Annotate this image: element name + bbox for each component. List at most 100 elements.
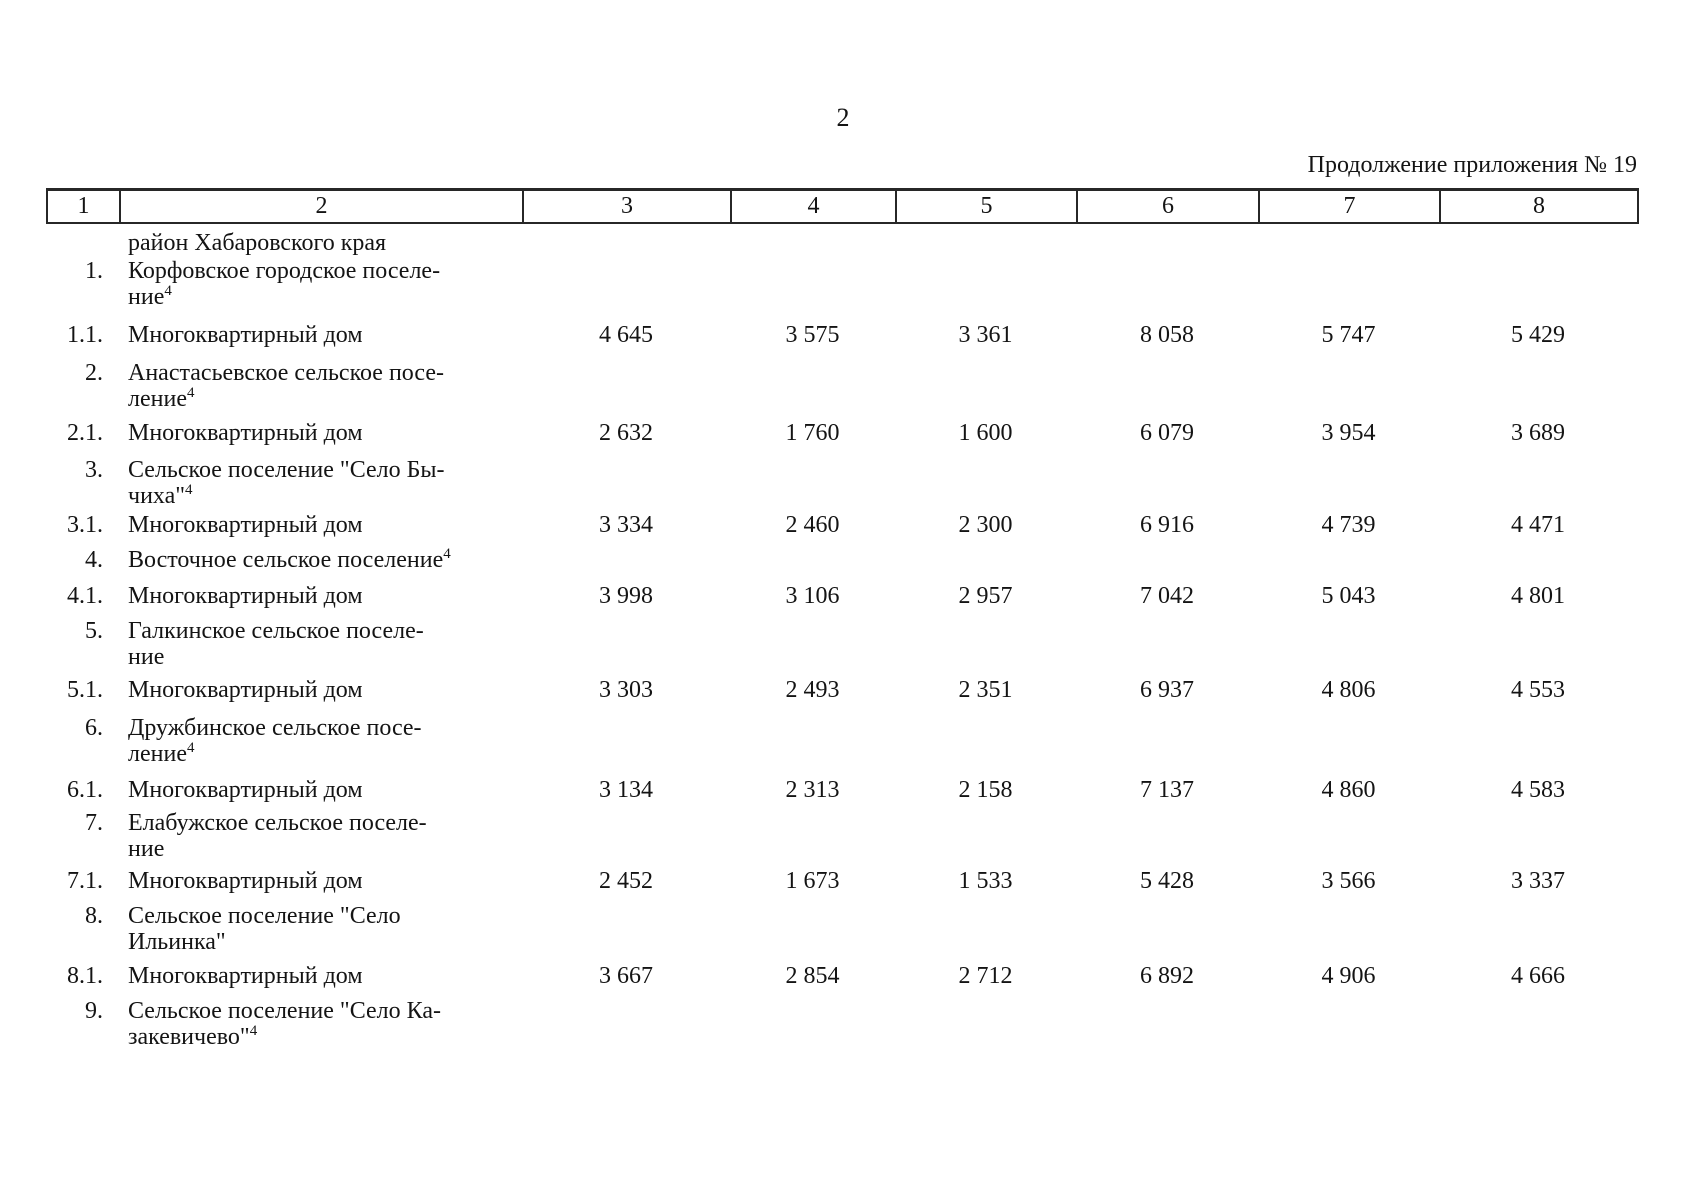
table-row-section-5: 5. Галкинское сельское поселе- ние xyxy=(48,618,1637,670)
row-number: 7.1. xyxy=(67,868,103,894)
row-number: 1. xyxy=(85,258,103,284)
cell-value: 3 566 xyxy=(1321,868,1376,894)
row-name: Галкинское сельское поселе- ние xyxy=(119,618,522,670)
table-row-data-1-1: 1.1. Многоквартирный дом 4 645 3 575 3 3… xyxy=(48,322,1637,348)
table-row-section-1: 1. Корфовское городское поселе- ние4 xyxy=(48,258,1637,310)
cell-value: 4 471 xyxy=(1511,512,1565,538)
column-number-7: 7 xyxy=(1258,191,1439,222)
row-number: 3.1. xyxy=(67,512,103,538)
row-number: 4. xyxy=(85,547,103,573)
cell-value: 4 553 xyxy=(1511,677,1565,703)
column-number-6: 6 xyxy=(1076,191,1258,222)
column-number-3: 3 xyxy=(522,191,730,222)
name-line-1: Многоквартирный дом xyxy=(128,777,363,803)
cell-value: 6 937 xyxy=(1140,677,1194,703)
row-name: Многоквартирный дом xyxy=(119,583,522,609)
row-number: 1.1. xyxy=(67,322,103,348)
footnote-marker: 4 xyxy=(186,385,195,401)
cell-value: 4 666 xyxy=(1511,963,1565,989)
column-number-4: 4 xyxy=(730,191,895,222)
cell-value: 2 351 xyxy=(958,677,1013,703)
name-line-1: Сельское поселение "Село Ка- xyxy=(128,998,441,1024)
cell-value: 3 998 xyxy=(599,583,653,609)
table-row-data-3-1: 3.1. Многоквартирный дом 3 334 2 460 2 3… xyxy=(48,512,1637,538)
footnote-marker: 4 xyxy=(185,482,193,498)
row-number: 8. xyxy=(85,903,103,929)
name-line-1: Восточное сельское поселение xyxy=(128,547,444,573)
cell-value: 2 313 xyxy=(785,777,840,803)
cell-value: 2 158 xyxy=(958,777,1013,803)
column-number-2: 2 xyxy=(119,191,522,222)
cell-value: 3 334 xyxy=(599,512,653,538)
cell-value: 3 337 xyxy=(1511,868,1565,894)
name-line-2: закевичево" xyxy=(128,1024,250,1050)
table-row-section-6: 6. Дружбинское сельское посе- ление4 xyxy=(48,715,1637,767)
table-row-data-6-1: 6.1. Многоквартирный дом 3 134 2 313 2 1… xyxy=(48,777,1637,803)
name-line-1: Многоквартирный дом xyxy=(128,512,363,538)
row-number: 2.1. xyxy=(67,420,103,446)
row-number: 6.1. xyxy=(67,777,103,803)
cell-value: 5 043 xyxy=(1321,583,1376,609)
cell-value: 2 452 xyxy=(599,868,653,894)
cell-value: 4 860 xyxy=(1321,777,1376,803)
cell-value: 2 957 xyxy=(958,583,1013,609)
cell-value: 3 689 xyxy=(1511,420,1565,446)
cell-value: 2 712 xyxy=(958,963,1013,989)
row-number: 8.1. xyxy=(67,963,103,989)
row-name: Сельское поселение "Село Ка- закевичево"… xyxy=(119,998,522,1050)
row-name: Елабужское сельское поселе- ние xyxy=(119,810,522,862)
row-name: Сельское поселение "Село Ильинка" xyxy=(119,903,522,955)
cell-value: 3 954 xyxy=(1321,420,1376,446)
name-line-1: район Хабаровского края xyxy=(128,230,387,256)
cell-value: 7 042 xyxy=(1140,583,1194,609)
cell-value: 5 429 xyxy=(1511,322,1565,348)
footnote-marker: 4 xyxy=(249,1023,258,1039)
row-name: Сельское поселение "Село Бы- чиха"4 xyxy=(119,457,522,509)
row-number: 7. xyxy=(85,810,103,836)
name-line-1: Дружбинское сельское посе- xyxy=(128,715,422,741)
column-number-5: 5 xyxy=(895,191,1076,222)
name-line-2: ние xyxy=(128,836,165,862)
cell-value: 5 747 xyxy=(1321,322,1376,348)
continuation-note: Продолжение приложения № 19 xyxy=(1307,152,1637,178)
cell-value: 6 079 xyxy=(1140,420,1194,446)
cell-value: 1 760 xyxy=(785,420,840,446)
row-name: Восточное сельское поселение4 xyxy=(119,547,522,574)
row-number: 5. xyxy=(85,618,103,644)
cell-value: 6 892 xyxy=(1140,963,1194,989)
cell-value: 4 583 xyxy=(1511,777,1565,803)
row-name: Корфовское городское поселе- ние4 xyxy=(119,258,522,310)
row-number: 2. xyxy=(85,360,103,386)
cell-value: 4 801 xyxy=(1511,583,1565,609)
name-line-1: Многоквартирный дом xyxy=(128,420,363,446)
name-line-1: Галкинское сельское поселе- xyxy=(128,618,424,644)
cell-value: 3 134 xyxy=(599,777,653,803)
name-line-1: Елабужское сельское поселе- xyxy=(128,810,427,836)
cell-value: 1 600 xyxy=(958,420,1013,446)
page-number: 2 xyxy=(836,103,850,132)
cell-value: 6 916 xyxy=(1140,512,1194,538)
cell-value: 4 806 xyxy=(1321,677,1376,703)
name-line-2: ление xyxy=(128,741,187,767)
footnote-marker: 4 xyxy=(164,283,172,299)
name-line-1: Анастасьевское сельское посе- xyxy=(128,360,444,386)
cell-value: 3 106 xyxy=(785,583,840,609)
row-number: 9. xyxy=(85,998,103,1024)
cell-value: 5 428 xyxy=(1140,868,1194,894)
row-name: Многоквартирный дом xyxy=(119,512,522,538)
table-row-section-9: 9. Сельское поселение "Село Ка- закевиче… xyxy=(48,998,1637,1050)
cell-value: 2 493 xyxy=(785,677,840,703)
cell-value: 2 300 xyxy=(958,512,1013,538)
table-row-data-5-1: 5.1. Многоквартирный дом 3 303 2 493 2 3… xyxy=(48,677,1637,703)
name-line-1: Многоквартирный дом xyxy=(128,583,363,609)
cell-value: 1 533 xyxy=(958,868,1013,894)
table-row-data-2-1: 2.1. Многоквартирный дом 2 632 1 760 1 6… xyxy=(48,420,1637,446)
table-row-data-7-1: 7.1. Многоквартирный дом 2 452 1 673 1 5… xyxy=(48,868,1637,894)
cell-value: 4 739 xyxy=(1321,512,1376,538)
cell-value: 3 303 xyxy=(599,677,653,703)
footnote-marker: 4 xyxy=(186,740,195,756)
table-row-section-3: 3. Сельское поселение "Село Бы- чиха"4 xyxy=(48,457,1637,509)
cell-value: 1 673 xyxy=(785,868,840,894)
row-number: 4.1. xyxy=(67,583,103,609)
